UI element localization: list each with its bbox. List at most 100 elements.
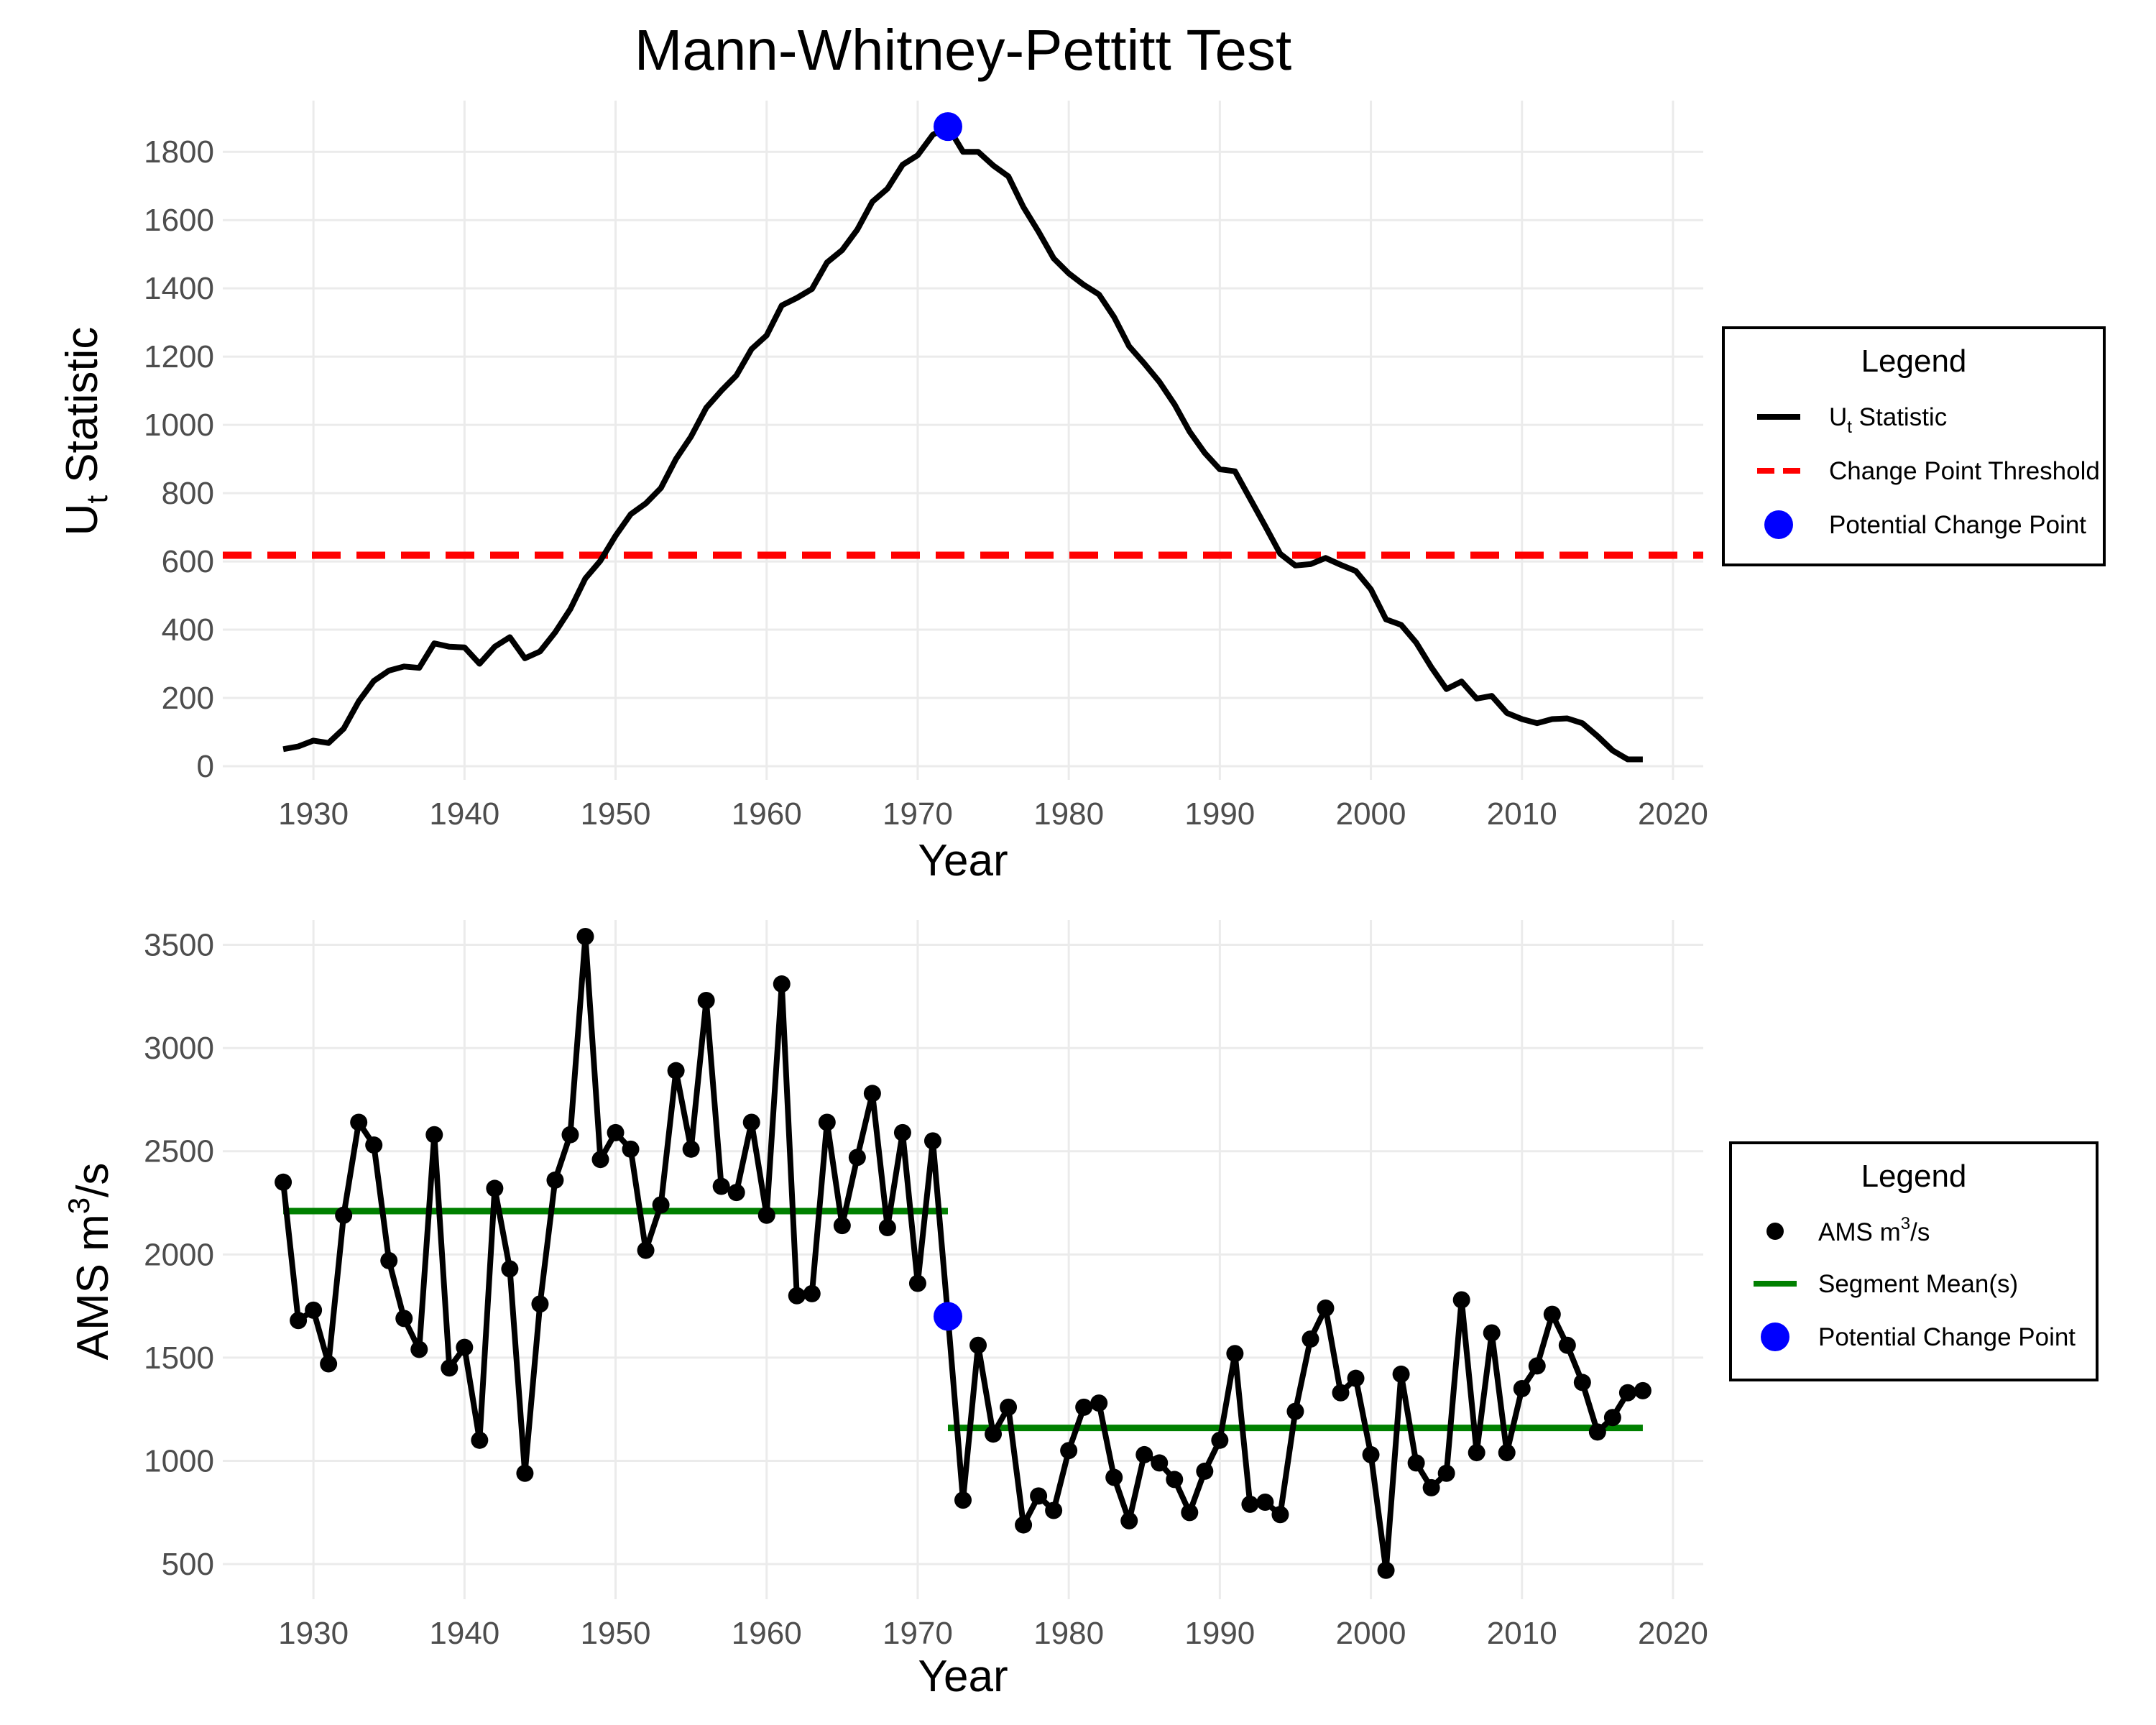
change-point-legend-label: Potential Change Point	[1829, 511, 2086, 539]
ams-y-tick-labels: 500 1000 1500 2000 2500 3000 3500	[144, 927, 214, 1582]
ams-point	[275, 1173, 292, 1191]
x-tick-label: 2020	[1638, 796, 1708, 832]
ams-point	[1347, 1369, 1365, 1387]
ams-point	[1286, 1402, 1304, 1420]
ut-grid	[223, 101, 1703, 780]
x-tick-label: 1990	[1184, 1616, 1255, 1651]
ams-point	[1543, 1305, 1561, 1323]
ams-point	[516, 1464, 534, 1482]
ams-point	[441, 1359, 459, 1377]
ams-point	[425, 1126, 443, 1144]
ams-point	[788, 1287, 806, 1305]
ams-point	[1151, 1454, 1169, 1472]
y-tick-label: 200	[162, 681, 214, 716]
y-tick-label: 1400	[144, 271, 214, 306]
ams-point	[1060, 1442, 1078, 1460]
ams-point	[1015, 1516, 1033, 1534]
ams-point	[1181, 1504, 1199, 1522]
potential-change-point-marker-ams	[933, 1302, 962, 1331]
y-tick-label: 500	[162, 1547, 214, 1582]
ams-legend: Legend AMS m3/s Segment Mean(s) Potentia…	[1729, 1141, 2099, 1381]
x-tick-label: 1960	[732, 1616, 802, 1651]
ams-point	[1513, 1380, 1531, 1398]
ams-point	[1422, 1478, 1440, 1496]
ams-legend-label: AMS m3/s	[1818, 1214, 1930, 1246]
ams-point	[908, 1274, 926, 1292]
x-tick-label: 1980	[1033, 796, 1104, 832]
ams-point	[1256, 1494, 1274, 1511]
ams-legend-box	[1729, 1141, 2099, 1381]
x-tick-label: 2000	[1336, 796, 1406, 832]
ams-point	[1302, 1330, 1319, 1348]
y-tick-label: 3000	[144, 1031, 214, 1066]
ams-point	[290, 1312, 308, 1330]
ams-point	[1332, 1384, 1350, 1402]
y-tick-label: 1000	[144, 408, 214, 443]
ut-y-tick-labels: 0 200 400 600 800 1000 1200 1400 1600 1800	[144, 134, 214, 784]
ams-point	[757, 1206, 775, 1224]
ams-point	[1135, 1445, 1153, 1463]
x-tick-label: 2000	[1336, 1616, 1406, 1651]
ams-point	[893, 1123, 911, 1141]
ut-legend-label: Ut Statistic	[1829, 403, 1947, 437]
x-tick-label: 1950	[581, 796, 651, 832]
ams-point	[1317, 1300, 1335, 1317]
ams-point	[652, 1196, 670, 1214]
ut-statistic-line	[282, 124, 1643, 763]
y-tick-label: 1000	[144, 1444, 214, 1479]
ut-y-axis-title: Ut Statistic	[57, 327, 114, 536]
ut-x-axis-title: Year	[918, 836, 1008, 886]
ams-point	[1483, 1324, 1501, 1342]
ams-point	[1075, 1398, 1093, 1416]
x-tick-label: 1980	[1033, 1616, 1104, 1651]
ams-point	[1105, 1468, 1123, 1486]
ams-point	[848, 1149, 866, 1167]
ams-point	[1271, 1506, 1289, 1524]
change-point-legend-key	[1764, 510, 1793, 539]
y-tick-label: 600	[162, 544, 214, 579]
y-tick-label: 2000	[144, 1237, 214, 1272]
ams-point	[380, 1251, 398, 1269]
ams-point	[1241, 1495, 1259, 1513]
y-tick-label: 800	[162, 476, 214, 511]
ams-point	[1000, 1398, 1018, 1416]
segment-mean-legend-label: Segment Mean(s)	[1818, 1270, 2018, 1298]
ams-point	[1452, 1291, 1470, 1309]
ams-point	[1090, 1394, 1108, 1412]
ams-point	[667, 1062, 685, 1080]
ams-point	[561, 1126, 579, 1144]
ams-legend-title: Legend	[1861, 1159, 1967, 1194]
ams-point	[637, 1241, 655, 1259]
ams-point	[456, 1338, 474, 1356]
ams-point	[969, 1336, 987, 1354]
x-tick-label: 2010	[1487, 796, 1557, 832]
y-tick-label: 1800	[144, 134, 214, 170]
ams-point	[546, 1171, 564, 1189]
ams-point	[607, 1123, 625, 1141]
ams-point	[1498, 1444, 1516, 1462]
ams-points	[275, 927, 1651, 1579]
ams-point	[350, 1113, 368, 1131]
ams-point	[1618, 1384, 1636, 1402]
ams-point	[1045, 1501, 1063, 1519]
ams-x-tick-labels: 1930 1940 1950 1960 1970 1980 1990 2000 2010 2020	[278, 1616, 1708, 1651]
ams-point	[622, 1140, 640, 1158]
ams-x-axis-title: Year	[918, 1652, 1008, 1701]
x-tick-label: 1940	[429, 1616, 499, 1651]
y-tick-label: 1600	[144, 203, 214, 238]
ams-panel: 500 1000 1500 2000 2500 3000 3500 1930 1940 1950…	[62, 920, 2099, 1701]
x-tick-label: 1970	[883, 1616, 953, 1651]
ams-point	[878, 1218, 896, 1236]
ams-point	[501, 1260, 519, 1278]
ams-point	[863, 1085, 881, 1103]
ams-point	[410, 1340, 428, 1358]
ams-point	[1392, 1365, 1410, 1383]
ams-point	[591, 1151, 609, 1169]
x-tick-label: 2010	[1487, 1616, 1557, 1651]
ams-point	[803, 1284, 821, 1302]
ams-point	[923, 1132, 941, 1150]
x-tick-label: 1960	[732, 796, 802, 832]
ams-point	[1120, 1512, 1138, 1530]
ams-point	[773, 975, 791, 993]
